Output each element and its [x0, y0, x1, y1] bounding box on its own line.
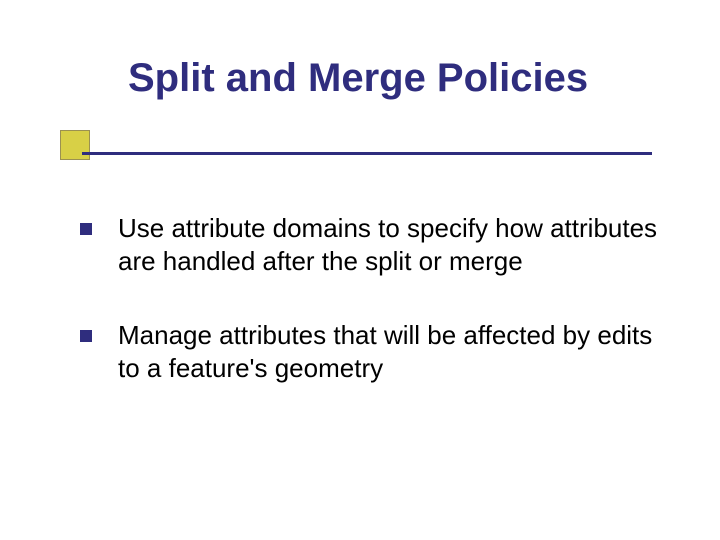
title-area: Split and Merge Policies [60, 56, 660, 166]
title-accent-box [60, 130, 90, 160]
title-underline [82, 152, 652, 155]
body-content: Use attribute domains to specify how att… [80, 212, 660, 425]
square-bullet-icon [80, 330, 92, 342]
list-item: Manage attributes that will be affected … [80, 319, 660, 386]
slide: Split and Merge Policies Use attribute d… [0, 0, 720, 540]
list-item-text: Use attribute domains to specify how att… [118, 212, 660, 279]
list-item-text: Manage attributes that will be affected … [118, 319, 660, 386]
slide-title: Split and Merge Policies [128, 56, 588, 101]
square-bullet-icon [80, 223, 92, 235]
list-item: Use attribute domains to specify how att… [80, 212, 660, 279]
